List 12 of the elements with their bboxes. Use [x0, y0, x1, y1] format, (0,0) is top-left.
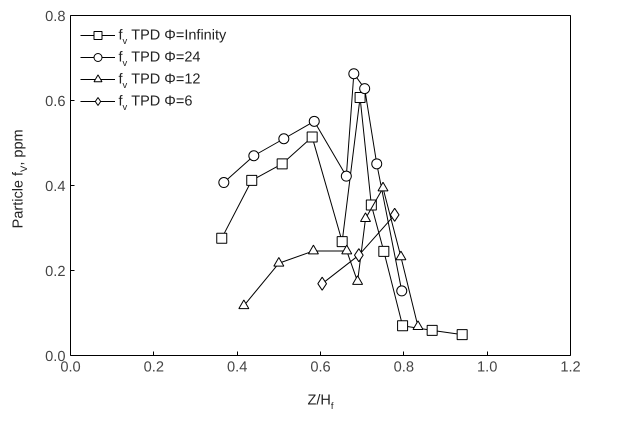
x-tick-label: 0.0: [60, 360, 81, 376]
x-tick-label: 0.8: [394, 360, 414, 376]
x-tick-label: 0.4: [226, 360, 248, 376]
y-tick-label: 0.6: [45, 94, 66, 110]
y-axis-title: Particle fV, ppm: [10, 129, 29, 228]
y-tick-label: 0.2: [45, 264, 66, 280]
y-tick-label: 0.8: [45, 9, 66, 25]
x-tick-label: 0.6: [310, 360, 331, 376]
x-tick-label: 1.2: [560, 360, 581, 376]
x-tick-label: 1.0: [476, 360, 498, 376]
y-tick-label: 0.4: [45, 179, 66, 195]
x-tick-label: 0.2: [144, 360, 164, 376]
